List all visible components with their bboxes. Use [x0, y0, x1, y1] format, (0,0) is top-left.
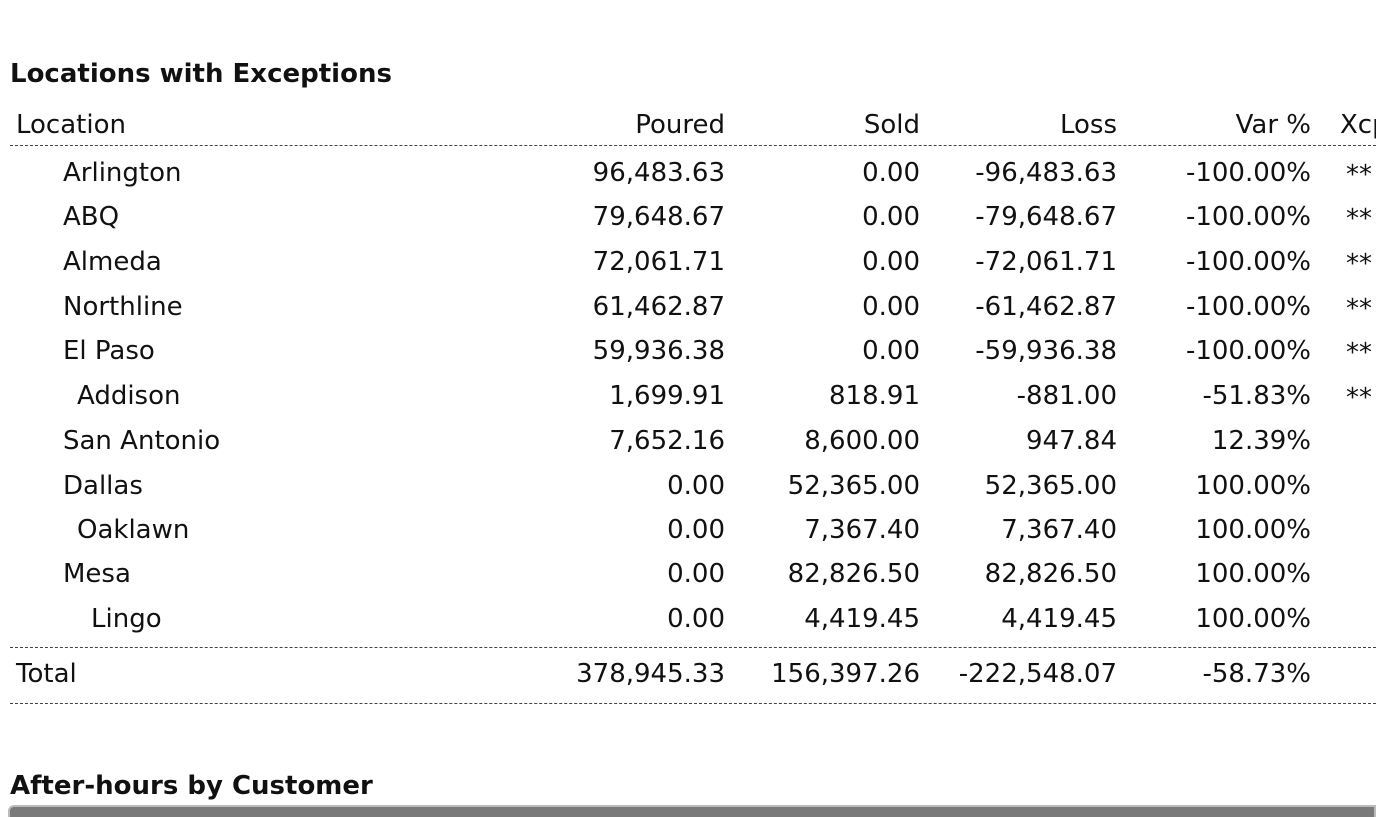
xcp-header: Xcp — [1340, 110, 1376, 140]
sold-cell: 0.00 — [862, 247, 920, 277]
location-name: Mesa — [63, 559, 131, 589]
section-title: After-hours by Customer — [10, 771, 373, 801]
poured-cell: 1,699.91 — [609, 381, 725, 411]
var-cell: 100.00% — [1195, 604, 1311, 634]
poured-cell: 79,648.67 — [592, 202, 725, 232]
var-cell: -100.00% — [1185, 158, 1311, 188]
var-cell: 100.00% — [1195, 471, 1311, 501]
xcp-cell: ** — [1346, 294, 1372, 324]
xcp-cell: ** — [1346, 160, 1372, 190]
total-cell: -222,548.07 — [958, 659, 1117, 689]
loss-cell: -881.00 — [1016, 381, 1117, 411]
total-cell: -58.73% — [1202, 659, 1311, 689]
table-header-bar — [8, 805, 1376, 817]
xcp-cell: ** — [1346, 338, 1372, 368]
location-name: El Paso — [63, 336, 155, 366]
var-cell: -100.00% — [1185, 336, 1311, 366]
sold-header: Sold — [863, 110, 920, 140]
var-cell: -100.00% — [1185, 247, 1311, 277]
loss-cell: 52,365.00 — [984, 471, 1117, 501]
loss-cell: -59,936.38 — [975, 336, 1117, 366]
section-title: Locations with Exceptions — [10, 59, 392, 89]
location-name: Oaklawn — [77, 515, 190, 545]
location-name: Arlington — [63, 158, 182, 188]
poured-cell: 72,061.71 — [592, 247, 725, 277]
total-label: Total — [16, 659, 77, 689]
xcp-cell: ** — [1346, 204, 1372, 234]
var-cell: -51.83% — [1202, 381, 1311, 411]
loss-cell: -96,483.63 — [975, 158, 1117, 188]
location-name: ABQ — [63, 202, 120, 232]
var-cell: 12.39% — [1211, 426, 1311, 456]
poured-cell: 61,462.87 — [592, 292, 725, 322]
var-cell: -100.00% — [1185, 202, 1311, 232]
location-name: Dallas — [63, 471, 143, 501]
loss-header: Loss — [1059, 110, 1117, 140]
var-header: Var % — [1235, 110, 1311, 140]
poured-cell: 0.00 — [667, 559, 725, 589]
sold-cell: 0.00 — [862, 202, 920, 232]
location-name: Almeda — [63, 247, 162, 277]
location-name: San Antonio — [63, 426, 221, 456]
poured-cell: 0.00 — [667, 515, 725, 545]
var-cell: 100.00% — [1195, 515, 1311, 545]
sold-cell: 4,419.45 — [804, 604, 920, 634]
total-rule — [10, 647, 1376, 648]
location-name: Lingo — [91, 604, 162, 634]
loss-cell: -79,648.67 — [975, 202, 1117, 232]
location-name: Addison — [77, 381, 181, 411]
sold-cell: 0.00 — [862, 292, 920, 322]
sold-cell: 82,826.50 — [787, 559, 920, 589]
sold-cell: 52,365.00 — [787, 471, 920, 501]
bottom-rule — [10, 703, 1376, 704]
poured-cell: 0.00 — [667, 604, 725, 634]
sold-cell: 8,600.00 — [804, 426, 920, 456]
var-cell: -100.00% — [1185, 292, 1311, 322]
poured-cell: 0.00 — [667, 471, 725, 501]
total-cell: 378,945.33 — [576, 659, 725, 689]
sold-cell: 818.91 — [829, 381, 920, 411]
location-name: Northline — [63, 292, 183, 322]
total-cell: 156,397.26 — [771, 659, 920, 689]
loss-cell: 7,367.40 — [1001, 515, 1117, 545]
xcp-cell: ** — [1346, 383, 1372, 413]
header-rule — [10, 145, 1376, 146]
loss-cell: 947.84 — [1026, 426, 1117, 456]
loss-cell: 82,826.50 — [984, 559, 1117, 589]
poured-cell: 59,936.38 — [592, 336, 725, 366]
sold-cell: 0.00 — [862, 158, 920, 188]
sold-cell: 0.00 — [862, 336, 920, 366]
loss-cell: -72,061.71 — [975, 247, 1117, 277]
var-cell: 100.00% — [1195, 559, 1311, 589]
poured-header: Poured — [635, 110, 725, 140]
xcp-cell: ** — [1346, 249, 1372, 279]
sold-cell: 7,367.40 — [804, 515, 920, 545]
loss-cell: 4,419.45 — [1001, 604, 1117, 634]
poured-cell: 7,652.16 — [609, 426, 725, 456]
poured-cell: 96,483.63 — [592, 158, 725, 188]
loss-cell: -61,462.87 — [975, 292, 1117, 322]
location-header: Location — [16, 110, 126, 140]
